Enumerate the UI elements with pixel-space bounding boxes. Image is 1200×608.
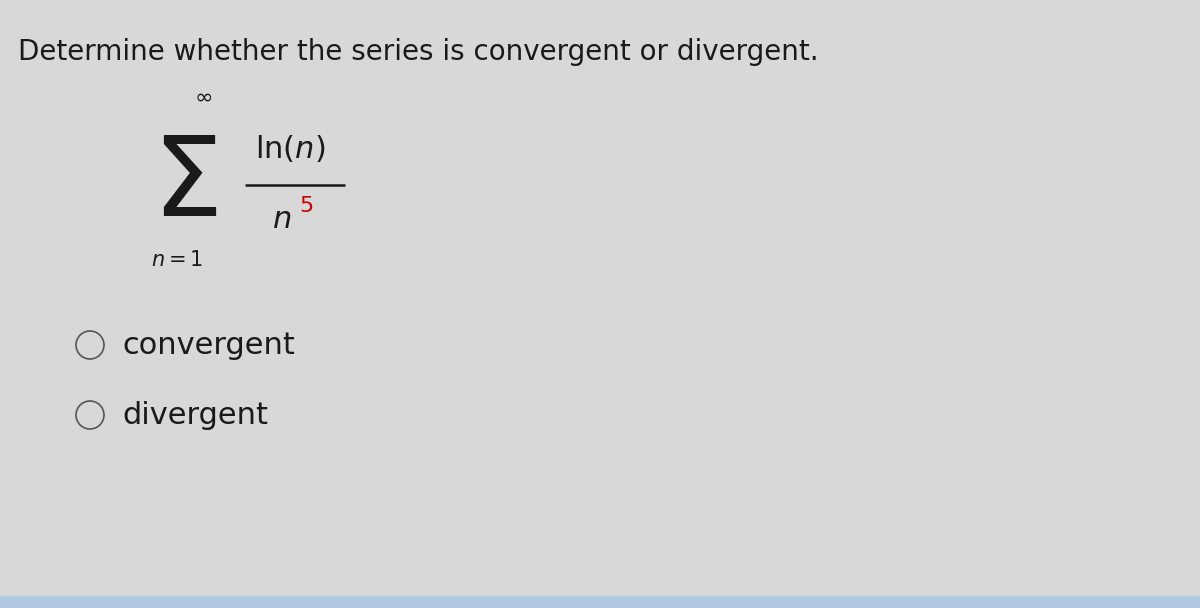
Text: convergent: convergent	[122, 331, 295, 359]
Text: $\mathrm{ln}(n)$: $\mathrm{ln}(n)$	[254, 133, 325, 164]
Text: $n$: $n$	[272, 206, 292, 235]
Text: $5$: $5$	[299, 196, 313, 216]
Text: $n = 1$: $n = 1$	[151, 250, 203, 270]
Ellipse shape	[76, 331, 104, 359]
Text: Determine whether the series is convergent or divergent.: Determine whether the series is converge…	[18, 38, 818, 66]
Text: $\infty$: $\infty$	[194, 87, 212, 107]
Text: divergent: divergent	[122, 401, 268, 429]
Bar	[0, 596, 1200, 608]
Text: $\Sigma$: $\Sigma$	[152, 131, 217, 238]
Ellipse shape	[76, 401, 104, 429]
